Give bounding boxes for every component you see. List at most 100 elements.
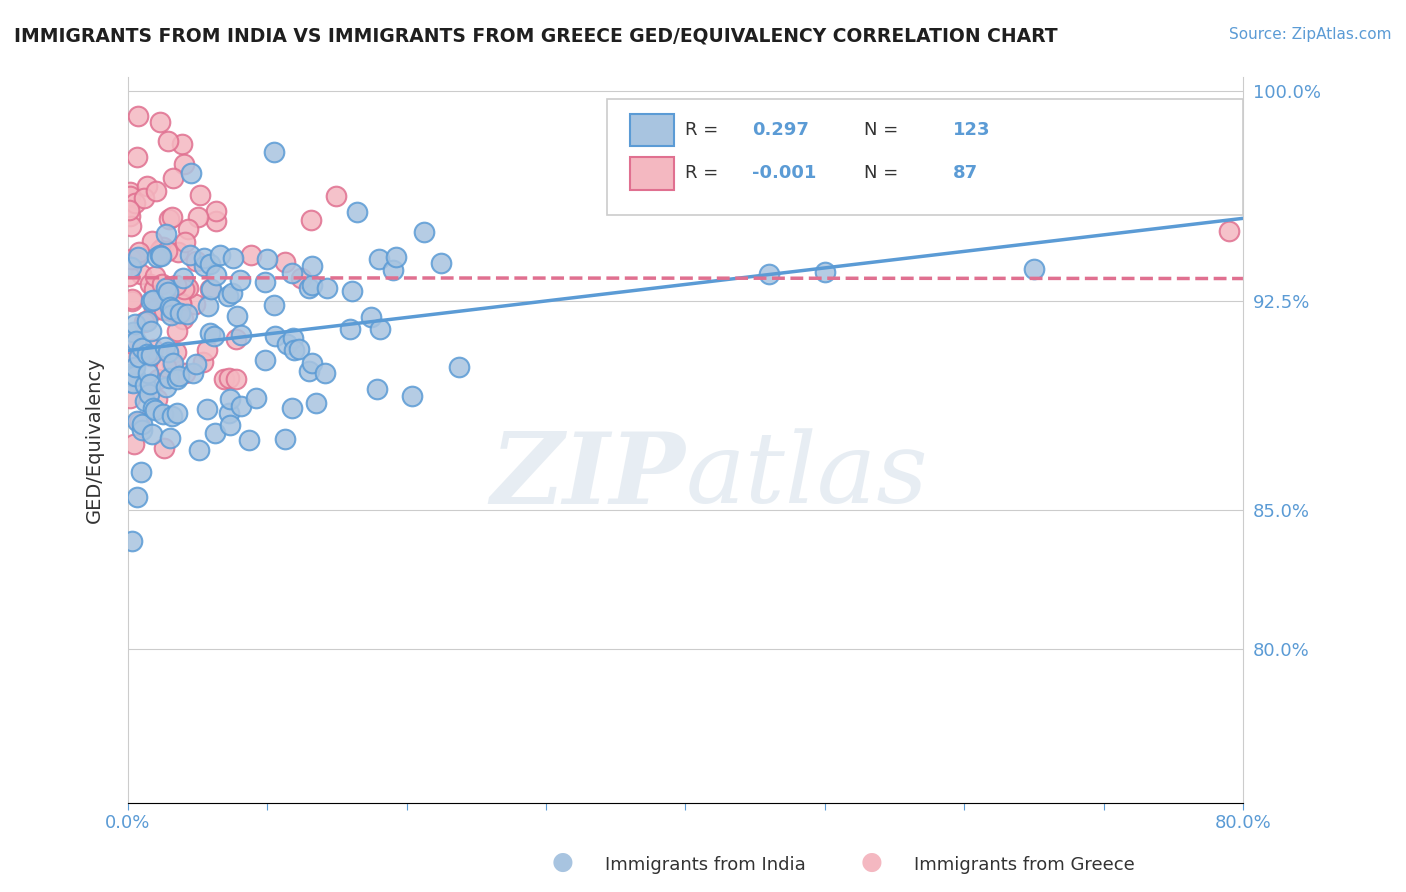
Immigrants from Greece: [132, 191, 155, 205]
Immigrants from India: [122, 325, 145, 339]
Immigrants from India: [339, 322, 361, 336]
Immigrants from India: [134, 378, 156, 392]
Immigrants from Greece: [184, 253, 207, 268]
Immigrants from Greece: [124, 252, 146, 267]
Immigrants from Greece: [131, 267, 153, 281]
Immigrants from India: [245, 391, 267, 405]
Text: R =: R =: [686, 120, 718, 138]
Immigrants from India: [263, 329, 285, 343]
Immigrants from Greece: [174, 235, 197, 249]
Immigrants from India: [159, 431, 181, 445]
Immigrants from Greece: [152, 303, 174, 318]
Immigrants from India: [122, 376, 145, 391]
Immigrants from India: [129, 465, 152, 479]
Immigrants from Greece: [121, 292, 143, 306]
Immigrants from Greece: [218, 371, 240, 385]
Immigrants from Greece: [177, 281, 200, 295]
Immigrants from Greece: [118, 371, 141, 385]
Immigrants from India: [135, 347, 157, 361]
Immigrants from India: [188, 442, 211, 457]
Immigrants from India: [131, 423, 153, 437]
Immigrants from Greece: [139, 349, 162, 363]
Immigrants from Greece: [143, 282, 166, 296]
Immigrants from India: [160, 301, 183, 316]
Immigrants from India: [152, 408, 174, 422]
Immigrants from Greece: [128, 415, 150, 429]
Immigrants from India: [150, 249, 173, 263]
Immigrants from India: [125, 490, 148, 504]
Immigrants from India: [172, 271, 194, 285]
Immigrants from India: [127, 251, 149, 265]
Immigrants from Greece: [157, 211, 180, 226]
Immigrants from India: [814, 265, 837, 279]
Immigrants from Greece: [290, 271, 312, 285]
Immigrants from India: [159, 308, 181, 322]
Immigrants from India: [204, 425, 226, 440]
Immigrants from Greece: [127, 150, 149, 164]
Immigrants from India: [198, 257, 221, 271]
Immigrants from India: [449, 359, 471, 374]
Immigrants from India: [301, 259, 323, 273]
Immigrants from India: [139, 293, 162, 308]
Immigrants from Greece: [150, 277, 173, 291]
Immigrants from Greece: [198, 282, 221, 296]
Immigrants from Greece: [120, 336, 142, 351]
Immigrants from India: [143, 402, 166, 417]
Immigrants from India: [253, 275, 276, 289]
Text: Immigrants from India: Immigrants from India: [605, 856, 806, 874]
Immigrants from India: [219, 418, 242, 433]
Immigrants from India: [360, 310, 382, 324]
Text: -0.001: -0.001: [752, 164, 817, 182]
Immigrants from India: [121, 534, 143, 549]
Immigrants from Greece: [169, 296, 191, 310]
Immigrants from India: [134, 393, 156, 408]
Immigrants from Greece: [143, 268, 166, 283]
Immigrants from India: [157, 285, 180, 299]
Immigrants from Greece: [132, 316, 155, 330]
FancyBboxPatch shape: [630, 113, 675, 146]
Immigrants from India: [176, 307, 198, 321]
Immigrants from India: [169, 305, 191, 319]
Immigrants from Greece: [172, 311, 194, 326]
Immigrants from India: [139, 324, 162, 338]
Immigrants from India: [124, 360, 146, 375]
Immigrants from Greece: [156, 244, 179, 258]
Immigrants from Greece: [195, 343, 218, 357]
Immigrants from Greece: [120, 392, 142, 406]
Immigrants from Greece: [149, 244, 172, 258]
Immigrants from India: [139, 348, 162, 362]
Immigrants from Greece: [142, 342, 165, 356]
Immigrants from India: [120, 260, 142, 275]
Immigrants from India: [121, 369, 143, 384]
Immigrants from Greece: [141, 234, 163, 248]
Immigrants from Greece: [157, 134, 180, 148]
Immigrants from Greece: [120, 252, 142, 267]
Immigrants from India: [167, 369, 190, 384]
Immigrants from India: [160, 409, 183, 423]
Immigrants from Greece: [176, 278, 198, 293]
Immigrants from India: [118, 367, 141, 381]
Immigrants from India: [208, 248, 231, 262]
Immigrants from Greece: [122, 345, 145, 359]
Immigrants from India: [281, 401, 304, 415]
Immigrants from India: [124, 317, 146, 331]
Immigrants from India: [155, 227, 177, 241]
Immigrants from India: [263, 298, 285, 312]
Immigrants from India: [256, 252, 278, 266]
Immigrants from India: [1175, 148, 1198, 162]
Immigrants from India: [1022, 261, 1045, 276]
Immigrants from India: [142, 293, 165, 307]
Immigrants from Greece: [122, 436, 145, 450]
Immigrants from Greece: [166, 325, 188, 339]
Immigrants from India: [149, 248, 172, 262]
Immigrants from Greece: [159, 302, 181, 317]
Immigrants from Greece: [325, 189, 347, 203]
Immigrants from Greece: [118, 202, 141, 217]
Immigrants from Greece: [183, 56, 205, 70]
Immigrants from Greece: [172, 137, 194, 152]
Immigrants from Greece: [127, 109, 149, 123]
Immigrants from India: [413, 225, 436, 239]
Immigrants from Greece: [160, 357, 183, 371]
Immigrants from India: [297, 280, 319, 294]
Immigrants from India: [159, 300, 181, 314]
